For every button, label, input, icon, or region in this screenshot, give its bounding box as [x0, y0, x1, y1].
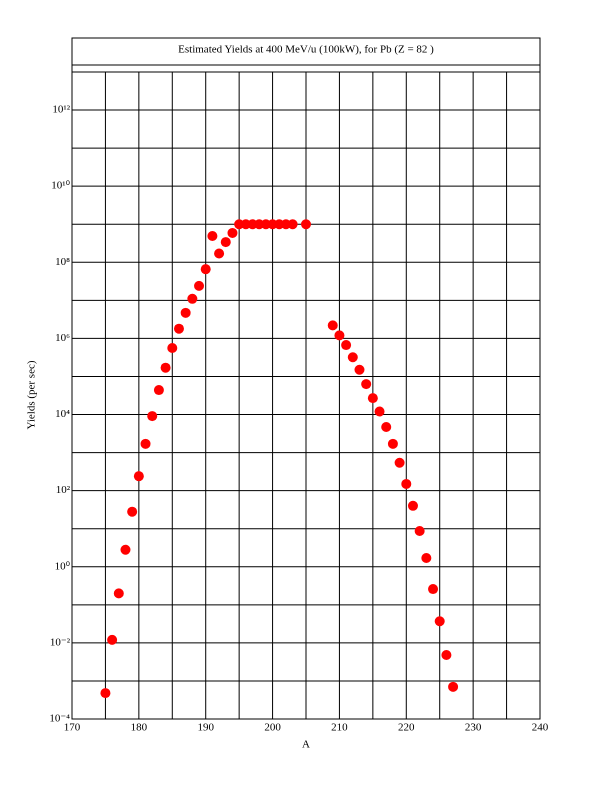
- data-point: [428, 584, 439, 595]
- data-point: [421, 552, 432, 563]
- data-point: [220, 237, 231, 248]
- y-tick-label: 10⁻²: [50, 636, 71, 648]
- data-point: [354, 364, 365, 375]
- data-point: [441, 650, 452, 661]
- y-tick-label: 10²: [56, 484, 71, 496]
- data-point: [120, 544, 131, 555]
- data-point: [361, 379, 372, 390]
- data-point: [173, 323, 184, 334]
- data-point: [107, 634, 118, 645]
- data-point: [327, 320, 338, 331]
- data-point: [374, 406, 385, 417]
- y-tick-label: 10⁸: [55, 256, 70, 268]
- x-tick-label: 180: [131, 722, 148, 734]
- y-axis-label: Yields (per sec): [26, 360, 38, 429]
- data-point: [434, 616, 445, 627]
- data-point: [100, 688, 111, 699]
- data-point: [147, 411, 158, 422]
- y-tick-label: 10⁴: [55, 408, 70, 420]
- data-point: [381, 422, 392, 433]
- data-point: [367, 393, 378, 404]
- chart-title: Estimated Yields at 400 MeV/u (100kW), f…: [178, 44, 434, 56]
- x-tick-label: 220: [398, 722, 415, 734]
- data-point: [347, 352, 358, 363]
- data-point: [387, 438, 398, 449]
- x-tick-label: 240: [532, 722, 549, 734]
- data-point: [167, 342, 178, 353]
- data-point: [153, 385, 164, 396]
- data-point: [287, 219, 298, 230]
- data-point: [207, 231, 218, 242]
- x-axis-label: A: [302, 739, 310, 751]
- data-point: [401, 478, 412, 489]
- data-point: [227, 227, 238, 238]
- x-tick-label: 170: [64, 722, 81, 734]
- data-point: [180, 307, 191, 318]
- data-point: [160, 362, 171, 373]
- x-tick-label: 190: [197, 722, 214, 734]
- y-tick-label: 10⁰: [55, 560, 71, 572]
- data-point: [394, 457, 405, 468]
- data-point: [140, 438, 151, 449]
- data-point: [341, 340, 352, 351]
- y-tick-label: 10¹⁰: [51, 180, 70, 192]
- y-tick-label: 10¹²: [52, 104, 70, 116]
- y-tick-label: 10⁶: [55, 332, 70, 344]
- data-point: [301, 219, 311, 230]
- data-point: [407, 500, 418, 511]
- data-point: [200, 264, 211, 275]
- data-point: [214, 248, 225, 259]
- data-point: [133, 471, 144, 482]
- data-point: [127, 506, 138, 517]
- data-point: [194, 280, 205, 291]
- data-point: [113, 588, 124, 599]
- x-tick-label: 210: [331, 722, 348, 734]
- data-point: [187, 293, 198, 304]
- data-point: [448, 681, 459, 692]
- x-tick-label: 230: [465, 722, 482, 734]
- x-tick-label: 200: [264, 722, 281, 734]
- data-point: [414, 526, 425, 537]
- data-point: [334, 330, 345, 341]
- y-tick-label: 10⁻⁴: [49, 713, 70, 725]
